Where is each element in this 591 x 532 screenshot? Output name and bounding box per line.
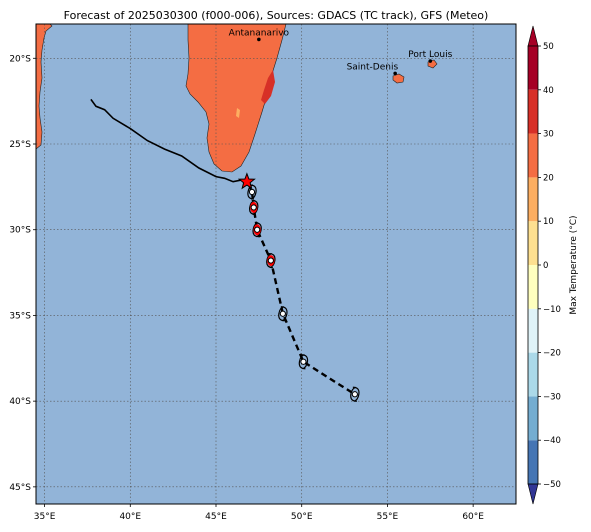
africa-landmass <box>36 24 53 150</box>
cities-layer: Antananarivo Saint-Denis Port Louis <box>229 28 453 76</box>
colorbar-segment <box>528 177 538 222</box>
current-position-star <box>237 172 256 190</box>
city-marker <box>393 71 397 76</box>
cyclone-symbol-arc <box>249 184 257 200</box>
lon-tick-label: 60°E <box>462 512 484 522</box>
colorbar-segment <box>528 265 538 309</box>
cyclone-symbol-eye <box>267 257 274 264</box>
lat-tick-label: 45°S <box>9 483 31 493</box>
colorbar-extend-min <box>527 483 539 505</box>
cyclone-symbol-arc <box>248 199 256 216</box>
colorbar-tick-label: 50 <box>543 42 554 52</box>
cyclone-symbol <box>278 306 288 322</box>
cyclone-symbol-arc <box>251 199 259 216</box>
colorbar-tick-label: 40 <box>543 86 554 96</box>
colorbar-segment <box>528 133 538 178</box>
cyclone-track <box>90 98 360 402</box>
colorbar-tick-label: −10 <box>543 305 561 315</box>
city-label: Saint-Denis <box>347 62 399 72</box>
colorbar-label: Max Temperature (°C) <box>569 215 579 314</box>
figure-title: Forecast of 2025030300 (f000-006), Sourc… <box>64 9 489 22</box>
city-label: Port Louis <box>408 50 452 60</box>
map-axis-ticks: 35°E 40°E 45°E 50°E 55°E 60°E 20°S 25°S 30°S 35°S… <box>9 54 484 522</box>
lon-tick-label: 55°E <box>377 512 399 522</box>
colorbar-segment <box>528 440 538 484</box>
gridlines <box>36 24 516 504</box>
colorbar-segment <box>528 89 538 134</box>
colorbar-segment <box>528 352 538 397</box>
colorbar-tick-label: −20 <box>543 349 561 359</box>
cyclone-symbol-arc <box>278 306 285 322</box>
colorbar-tick-label: 30 <box>543 130 554 140</box>
reunion-island <box>392 73 405 84</box>
cyclone-symbol-eye <box>300 358 307 365</box>
cyclone-symbol <box>248 199 259 216</box>
lon-tick-label: 35°E <box>34 512 56 522</box>
lat-tick-label: 35°S <box>9 311 31 321</box>
lat-tick-label: 30°S <box>9 226 31 236</box>
cyclone-symbol-arc <box>301 354 309 370</box>
colorbar-segment <box>528 221 538 265</box>
colorbar-tick-label: 10 <box>543 217 554 227</box>
cyclone-symbol-eye <box>254 226 261 233</box>
lat-tick-label: 40°S <box>9 397 31 407</box>
colorbar-tick-label: 0 <box>543 261 548 271</box>
cyclone-symbol-eye <box>351 391 358 398</box>
cyclone-symbol-arc <box>350 386 357 402</box>
cyclone-symbol <box>350 386 360 402</box>
colorbar: −50 −40 −30 −20 −10 0 10 20 30 40 50 Max Temperatur… <box>527 25 579 505</box>
forecast-track-line <box>250 191 356 396</box>
colorbar-tick-label: −40 <box>543 436 561 446</box>
cyclone-symbol-arc <box>268 252 276 269</box>
city-marker <box>428 59 433 63</box>
colorbar-extend-max <box>527 25 539 47</box>
colorbar-tick-label: −30 <box>543 392 561 402</box>
lat-tick-label: 25°S <box>9 140 31 150</box>
cyclone-symbol-arc <box>252 222 260 238</box>
colorbar-tick-label: −50 <box>543 480 561 490</box>
colorbar-segment-top <box>528 46 538 90</box>
colorbar-segment <box>528 308 538 353</box>
colorbar-tick-label: 20 <box>543 173 554 183</box>
cyclone-symbol-eye <box>248 188 256 196</box>
lon-tick-label: 40°E <box>119 512 141 522</box>
ocean <box>36 24 516 504</box>
cyclone-symbol-arc <box>255 222 262 238</box>
cyclone-symbol <box>298 354 309 370</box>
cyclone-symbol-arc <box>266 252 273 269</box>
cyclone-symbol-arc <box>280 306 288 322</box>
colorbar-segment <box>528 396 538 441</box>
lon-tick-label: 45°E <box>205 512 227 522</box>
cyclone-symbol-arc <box>352 386 360 402</box>
madagascar-highland-south <box>236 108 240 118</box>
cyclone-symbol <box>266 252 276 269</box>
city-label: Antananarivo <box>229 28 290 38</box>
cyclone-symbol <box>252 222 262 238</box>
cyclone-symbol-arc <box>298 354 306 370</box>
past-track-line <box>90 98 253 193</box>
cyclone-symbol-eye <box>279 310 286 317</box>
city-marker <box>257 37 261 42</box>
map-frame <box>35 23 517 505</box>
cyclone-symbol-eye <box>250 204 257 211</box>
lat-tick-label: 20°S <box>9 54 31 64</box>
madagascar-highland <box>261 70 275 104</box>
map-area: Antananarivo Saint-Denis Port Louis 35°E 40… <box>9 23 517 522</box>
lon-tick-label: 50°E <box>291 512 313 522</box>
